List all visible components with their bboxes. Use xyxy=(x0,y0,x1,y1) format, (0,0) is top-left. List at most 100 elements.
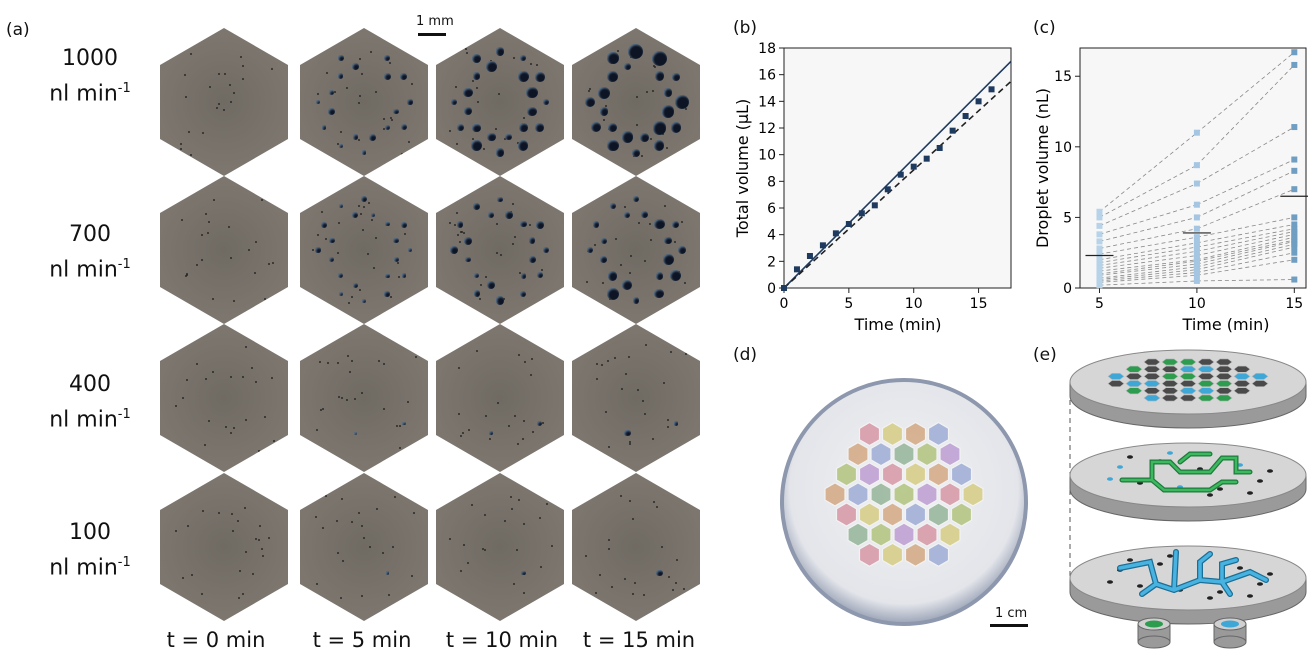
surface-speck xyxy=(489,438,492,441)
surface-speck xyxy=(456,50,459,53)
surface-speck xyxy=(223,108,225,111)
data-point xyxy=(1193,239,1200,246)
droplet xyxy=(607,52,619,64)
chamber-hexagon xyxy=(1125,380,1143,388)
droplet xyxy=(473,290,481,298)
surface-speck xyxy=(499,253,502,256)
surface-speck xyxy=(531,358,534,361)
surface-speck xyxy=(206,232,209,235)
data-point xyxy=(781,285,787,291)
surface-speck xyxy=(389,117,392,120)
flow-rate-value: 400 xyxy=(69,372,111,397)
surface-speck xyxy=(340,396,343,399)
surface-speck xyxy=(208,85,211,88)
hexagon-sample-image xyxy=(436,324,564,472)
surface-speck xyxy=(389,62,392,65)
hexagon-sample-image xyxy=(300,473,428,621)
surface-speck xyxy=(640,154,643,157)
surface-speck xyxy=(362,537,365,540)
droplet xyxy=(535,122,545,132)
surface-speck xyxy=(471,79,474,82)
surface-speck xyxy=(514,414,517,417)
surface-speck xyxy=(383,363,386,366)
surface-speck xyxy=(185,272,188,275)
surface-speck xyxy=(645,344,648,347)
chamber-hexagon xyxy=(1125,372,1143,380)
colored-chamber xyxy=(835,502,858,527)
droplet xyxy=(584,96,595,108)
surface-speck xyxy=(482,548,485,551)
droplet xyxy=(328,107,336,116)
colored-chamber xyxy=(847,522,869,547)
surface-speck xyxy=(218,511,221,514)
droplet xyxy=(497,196,503,202)
data-point xyxy=(1291,276,1298,283)
droplet-trace xyxy=(1099,164,1198,218)
surface-speck xyxy=(413,512,416,515)
surface-speck xyxy=(545,502,548,505)
chamber-hexagon xyxy=(1179,394,1197,402)
flow-rate-value: 1000 xyxy=(62,46,118,71)
y-tick-label: 2 xyxy=(767,254,776,270)
data-point xyxy=(806,253,813,259)
surface-speck xyxy=(518,499,521,502)
surface-speck xyxy=(456,143,459,146)
chamber-hexagon xyxy=(1107,380,1125,388)
droplet xyxy=(672,221,680,229)
surface-speck xyxy=(376,508,379,511)
data-point xyxy=(871,202,878,209)
surface-speck xyxy=(606,359,609,362)
surface-speck xyxy=(648,222,651,225)
colored-chamber xyxy=(893,482,915,507)
y-tick-label: 0 xyxy=(1063,281,1072,297)
droplet xyxy=(385,570,390,575)
chamber-hexagon xyxy=(1161,394,1179,402)
chamber-hexagon xyxy=(1143,358,1161,366)
surface-speck xyxy=(357,101,360,104)
droplet xyxy=(528,256,536,263)
droplet xyxy=(537,420,543,426)
x-tick-label: 0 xyxy=(780,296,789,312)
chamber-hexagon xyxy=(1215,380,1233,388)
surface-speck xyxy=(229,257,232,260)
green-inlet-connector xyxy=(1137,617,1171,649)
surface-speck xyxy=(471,137,474,140)
surface-speck xyxy=(396,262,399,265)
surface-speck xyxy=(495,251,498,254)
droplet xyxy=(315,99,321,105)
surface-speck xyxy=(594,592,597,595)
droplet xyxy=(607,70,618,82)
flow-rate-unit: nl min xyxy=(49,257,118,283)
chamber-hexagon xyxy=(1143,394,1161,402)
surface-speck xyxy=(241,65,244,68)
data-point xyxy=(1193,162,1200,169)
surface-speck xyxy=(272,440,275,443)
droplet xyxy=(393,108,399,115)
surface-speck xyxy=(268,536,271,539)
surface-speck xyxy=(604,104,607,107)
surface-speck xyxy=(348,301,351,304)
surface-speck xyxy=(550,544,553,547)
surface-speck xyxy=(471,503,474,506)
surface-speck xyxy=(340,130,343,133)
surface-speck xyxy=(258,450,261,453)
droplet xyxy=(495,47,505,56)
droplet xyxy=(369,133,377,141)
flow-rate-label-100: 100 nl min-1 xyxy=(25,518,155,583)
hexagon-sample-image xyxy=(300,324,428,472)
droplet xyxy=(519,290,527,297)
surface-speck xyxy=(243,507,246,510)
droplet xyxy=(370,212,375,217)
surface-speck xyxy=(360,212,363,215)
surface-speck xyxy=(211,298,214,301)
data-point xyxy=(1291,249,1298,256)
via-hole xyxy=(1257,582,1263,586)
droplet-trace xyxy=(1196,170,1295,218)
data-point xyxy=(1193,129,1200,136)
surface-speck xyxy=(230,100,233,103)
flow-rate-unit: nl min xyxy=(49,555,118,581)
surface-speck xyxy=(224,425,227,428)
hexagon-sample-image xyxy=(160,28,288,176)
surface-speck xyxy=(202,509,205,512)
colored-chamber xyxy=(904,542,927,567)
